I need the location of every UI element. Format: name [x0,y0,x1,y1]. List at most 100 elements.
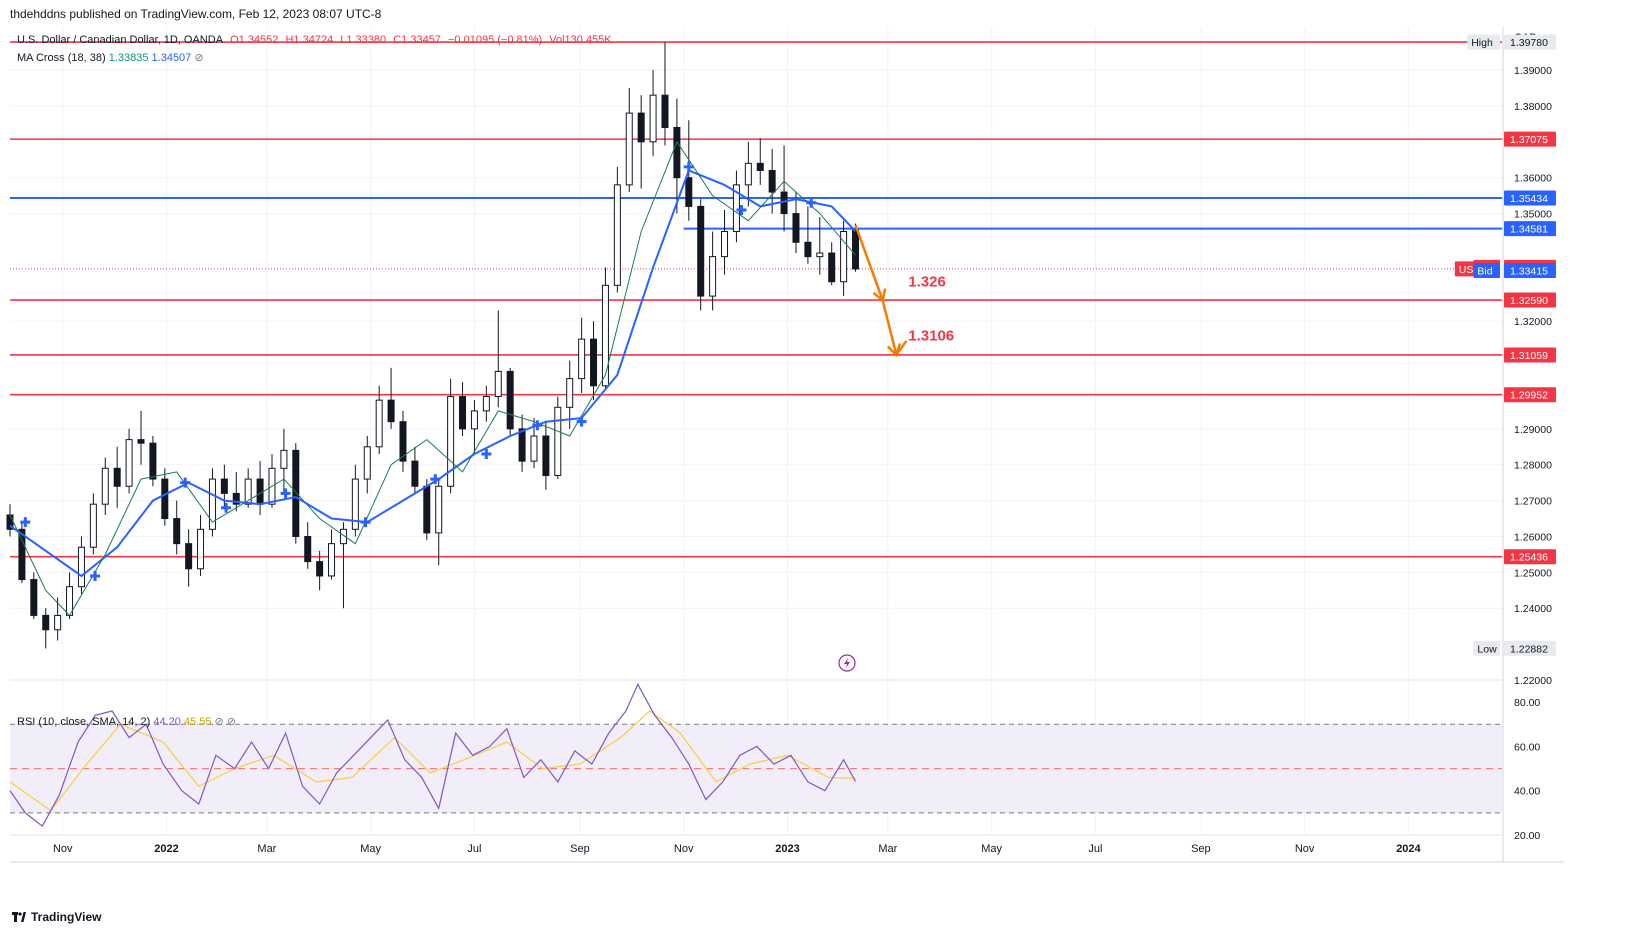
candle-body [54,614,62,631]
x-tick-label: 2024 [1396,843,1421,855]
candle-body [470,410,478,430]
x-tick-label: May [360,843,381,855]
price-label-box [1504,549,1556,565]
projection-path [854,224,898,356]
price-label-text: 1.29952 [1510,390,1548,402]
candle-body [792,213,800,243]
rsi-tick-label: 60.00 [1514,741,1540,753]
volume: Vol130.455K [549,34,612,46]
ma-cross-marker [90,570,101,581]
candle-body [292,449,300,537]
candle-body [304,535,312,563]
candle-body [149,442,157,480]
projection-arrowhead [886,343,902,358]
y-tick-label: 1.29000 [1514,424,1552,436]
candle-body [77,546,85,588]
ma-cross-marker [180,477,191,488]
ma-cross-marker [430,474,441,485]
price-label-text: 1.39780 [1510,37,1548,49]
candle-body [697,205,705,297]
candle-body [518,428,526,462]
eye-icon[interactable]: ⊘ [194,52,204,64]
candle-body [30,579,38,616]
candle-body [816,252,824,258]
price-tag-box [1473,262,1500,278]
symbol-legend: U.S. Dollar / Canadian Dollar, 1D, OANDA… [17,34,616,46]
ohlc-close: C1.33457 [393,34,441,46]
price-label-box [1504,131,1556,147]
x-tick-label: 2023 [775,843,799,855]
candle-body [601,284,609,387]
candle-body [542,435,550,476]
price-tag-box [1473,640,1500,656]
rsi-sma-value: 45.55 [183,716,212,728]
price-label-text: 1.34581 [1510,224,1548,236]
candle-body [447,396,455,487]
horizontal-levels [10,41,1502,558]
symbol-description: U.S. Dollar / Canadian Dollar, 1D, OANDA [17,34,224,46]
candle-body [804,241,812,258]
candle-body [339,528,347,545]
rsi-band [10,723,1502,814]
y-tick-label: 1.35000 [1514,209,1552,221]
price-labels: 1.39780High1.370751.354341.345811.33499A… [1454,34,1556,656]
y-tick-label: 1.39000 [1514,65,1552,77]
ma-cross-marker [683,161,694,172]
lightning-icon-bolt [844,658,851,668]
x-tick-label: Sep [570,843,590,855]
candle-body [375,399,383,448]
candle-body [732,184,740,233]
y-tick-label: 1.27000 [1514,496,1552,508]
candle-body [578,338,586,380]
ma-fast-line [9,140,856,617]
candle-body [506,370,514,430]
candle-body [18,528,26,581]
candle-body [494,370,502,398]
y-tick-label: 1.24000 [1514,603,1552,615]
ma-cross-marker [576,416,587,427]
candle-body [232,492,240,505]
y-tick-label: 1.25000 [1514,567,1552,579]
grid-lines [10,27,1502,835]
hide-icon[interactable]: ⊘ ⊘ [214,716,237,728]
price-label-text: 1.33415 [1510,265,1548,277]
ma-cross-marker [532,420,543,431]
price-label-box [1504,34,1556,50]
candle-body [328,543,336,577]
price-label-box [1504,190,1556,206]
candle-body [649,94,657,143]
x-tick-label: Nov [674,843,694,855]
rsi-value: 44.20 [153,716,181,728]
projection-arrowhead [895,340,908,356]
candle-body [625,112,633,186]
x-tick-label: Sep [1191,843,1211,855]
candle-body [768,170,776,193]
ma-slow-value: 1.34507 [151,52,192,64]
price-label-text: 1.35434 [1510,193,1548,205]
candle-body [482,396,490,412]
candlesticks [6,42,860,649]
candle-body [363,446,371,480]
candle-body [220,478,228,494]
price-label-box [1504,640,1556,656]
candle-body [423,485,431,534]
y-tick-label: 1.28000 [1514,460,1552,472]
price-label-text: 1.25436 [1510,552,1548,564]
candle-body [435,485,443,534]
ma-cross-marker [221,502,232,513]
candle-body [637,112,645,143]
candle-body [744,162,752,186]
x-tick-label: 2022 [154,843,178,855]
candle-body [137,439,145,444]
price-tag-text: Low [1477,643,1497,655]
rsi-tick-label: 40.00 [1514,786,1540,798]
price-label-box [1504,347,1556,363]
ma-slow-line [9,169,857,578]
ohlc-high: H1.34724 [285,34,334,46]
x-tick-label: Mar [257,843,276,855]
moving-averages [9,140,857,617]
candle-body [852,229,860,270]
candle-body [280,449,288,469]
rsi-lines [9,683,857,828]
